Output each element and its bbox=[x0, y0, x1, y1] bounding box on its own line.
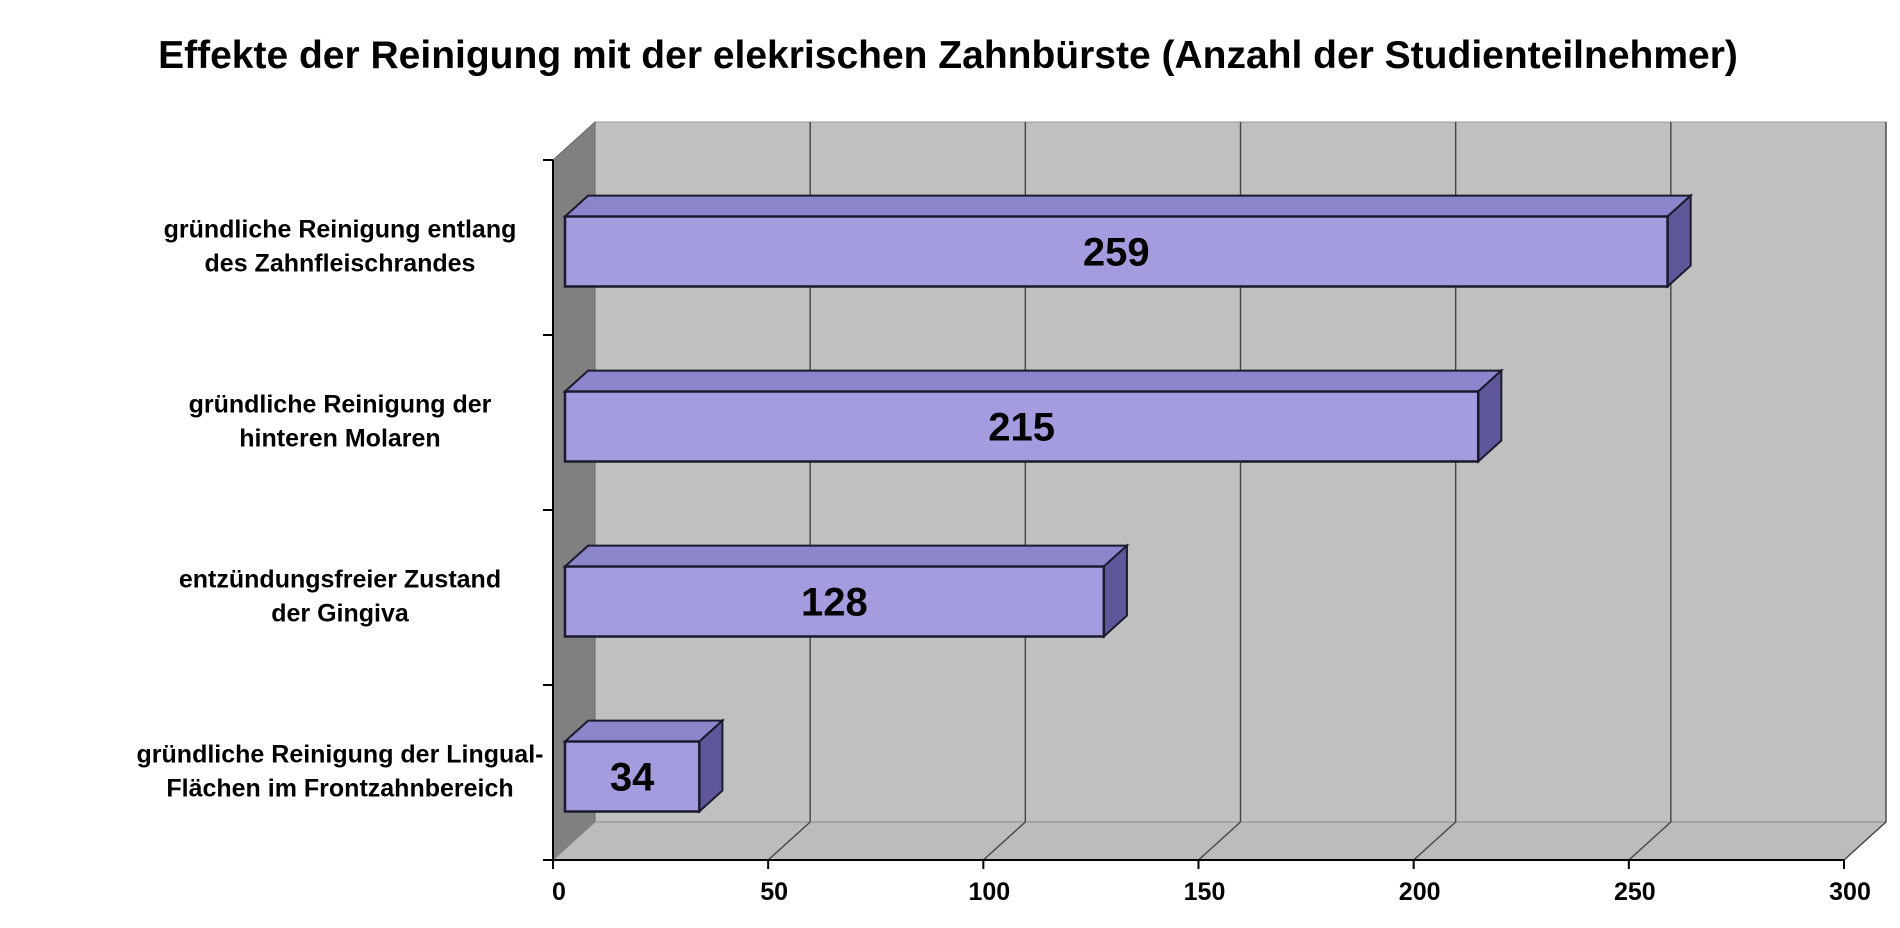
category-label-2-line-1: der Gingiva bbox=[271, 600, 410, 628]
category-label-0-line-1: des Zahnfleischrandes bbox=[205, 250, 476, 278]
gridline-floor-100 bbox=[982, 821, 1026, 861]
category-label-2-line-0: entzündungsfreier Zustand bbox=[179, 566, 501, 594]
bar-2: 128 bbox=[562, 543, 1130, 639]
data-label-1: 215 bbox=[988, 406, 1055, 450]
bar-top-0 bbox=[562, 194, 1694, 218]
category-label-0-line-0: gründliche Reinigung entlang bbox=[164, 216, 517, 244]
x-tick-label-250: 250 bbox=[1614, 878, 1656, 906]
x-axis: 0 50 100 150 200 250 300 bbox=[543, 159, 1871, 906]
x-tick-label-150: 150 bbox=[1184, 878, 1226, 906]
bar-front-3 bbox=[563, 740, 701, 813]
x-tick-label-50: 50 bbox=[760, 878, 788, 906]
bar-top-1 bbox=[562, 369, 1504, 393]
category-label-3-line-0: gründliche Reinigung der Lingual- bbox=[137, 741, 544, 769]
data-label-2: 128 bbox=[801, 581, 868, 625]
bar-0: 259 bbox=[562, 193, 1694, 289]
bar-1: 215 bbox=[562, 368, 1504, 464]
gridline-floor-200 bbox=[1413, 821, 1457, 861]
x-tick-label-200: 200 bbox=[1399, 878, 1441, 906]
category-labels: gründliche Reinigung entlang des Zahnflei… bbox=[137, 216, 544, 803]
gridline-floor-50 bbox=[767, 821, 811, 861]
chart-bars: 259 215 128 34 bbox=[562, 193, 1694, 814]
bar-3: 34 bbox=[562, 718, 726, 814]
category-label-1-line-1: hinteren Molaren bbox=[239, 425, 440, 453]
x-tick-label-0: 0 bbox=[552, 878, 566, 906]
gridline-floor-300 bbox=[1843, 821, 1887, 861]
category-label-1-line-0: gründliche Reinigung der bbox=[189, 391, 492, 419]
bar-front-2 bbox=[563, 565, 1106, 638]
bar-top-3 bbox=[562, 719, 726, 743]
x-tick-label-100: 100 bbox=[968, 878, 1010, 906]
bar-front-1 bbox=[563, 390, 1480, 463]
category-label-3-line-1: Flächen im Frontzahnbereich bbox=[166, 775, 513, 803]
data-label-0: 259 bbox=[1083, 231, 1150, 275]
gridline-floor-150 bbox=[1198, 821, 1241, 861]
x-tick-label-300: 300 bbox=[1829, 878, 1871, 906]
bar-top-2 bbox=[562, 544, 1130, 568]
gridline-floor-250 bbox=[1628, 821, 1672, 861]
data-label-3: 34 bbox=[610, 756, 655, 800]
chart-title: Effekte der Reinigung mit der elekrische… bbox=[158, 34, 1738, 77]
bar-front-0 bbox=[563, 215, 1669, 288]
